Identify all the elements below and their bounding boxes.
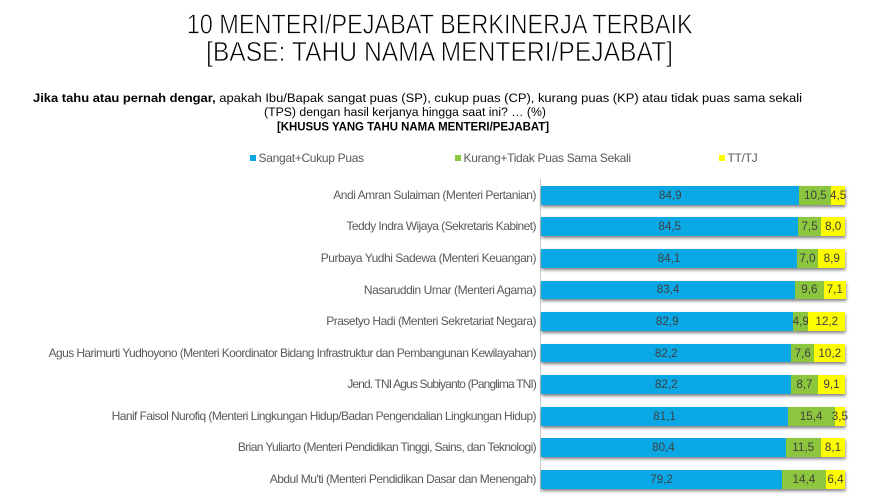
svg-text:10 MENTERI/PEJABAT BERKINERJA: 10 MENTERI/PEJABAT BERKINERJA TERBAIK — [187, 9, 693, 40]
svg-text:[KHUSUS YANG TAHU NAMA MENTERI: [KHUSUS YANG TAHU NAMA MENTERI/PEJABAT] — [277, 119, 549, 133]
svg-text:[BASE: TAHU NAMA MENTERI/PEJAB: [BASE: TAHU NAMA MENTERI/PEJABAT] — [206, 36, 673, 67]
svg-text:Jika tahu atau pernah dengar,: Jika tahu atau pernah dengar, apakah Ibu… — [33, 91, 802, 105]
svg-text:(TPS) dengan hasil kerjanya hi: (TPS) dengan hasil kerjanya hingga saat … — [264, 105, 546, 119]
